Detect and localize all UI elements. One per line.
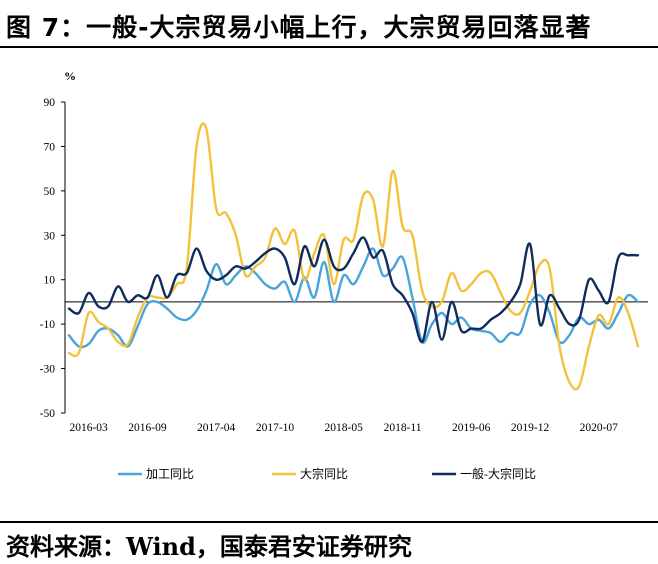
x-tick-label: 2018-11: [384, 422, 422, 434]
x-axis: 2016-03 2016-09 2017-04 2017-10 2018-05 2018-…: [65, 301, 648, 434]
legend: 加工同比 大宗同比 一般-大宗同比: [118, 466, 536, 481]
x-tick-label: 2016-03: [69, 422, 108, 434]
y-tick-label: -10: [40, 319, 56, 331]
legend-label-0: 加工同比: [146, 467, 194, 481]
x-tick-label: 2017-10: [256, 422, 295, 434]
title-rule: [0, 46, 658, 48]
figure-title: 图 7：一般-大宗贸易小幅上行，大宗贸易回落显著: [6, 13, 592, 42]
y-tick-label: -50: [40, 408, 56, 420]
y-tick-label: 30: [44, 230, 56, 242]
source-note: 资料来源：Wind，国泰君安证券研究: [6, 532, 412, 561]
legend-label-1: 大宗同比: [300, 466, 348, 481]
x-tick-label: 2017-04: [197, 422, 236, 434]
x-tick-label: 2019-06: [452, 422, 491, 434]
series-lines: [67, 122, 640, 391]
series-line-1: [67, 122, 640, 391]
y-tick-label: 70: [44, 141, 56, 153]
legend-label-2: 一般-大宗同比: [460, 466, 536, 481]
y-tick-label: 10: [44, 275, 56, 287]
x-tick-label: 2018-05: [325, 422, 364, 434]
trade-yoy-line-chart: % 90 70 50 30 10 -10 -30 -50 2016-03 2016-09 2017…: [40, 69, 648, 481]
x-tick-label: 2020-07: [580, 422, 619, 434]
y-tick-label: 50: [44, 186, 56, 198]
y-axis-unit: %: [64, 69, 76, 83]
x-tick-label: 2019-12: [511, 422, 550, 434]
x-tick-label: 2016-09: [128, 422, 167, 434]
y-tick-label: 90: [44, 97, 56, 109]
series-line-2: [67, 236, 640, 344]
y-tick-label: -30: [40, 364, 56, 376]
y-axis: 90 70 50 30 10 -10 -30 -50: [40, 97, 66, 420]
series-line-0: [67, 247, 640, 349]
source-rule: [0, 521, 658, 523]
